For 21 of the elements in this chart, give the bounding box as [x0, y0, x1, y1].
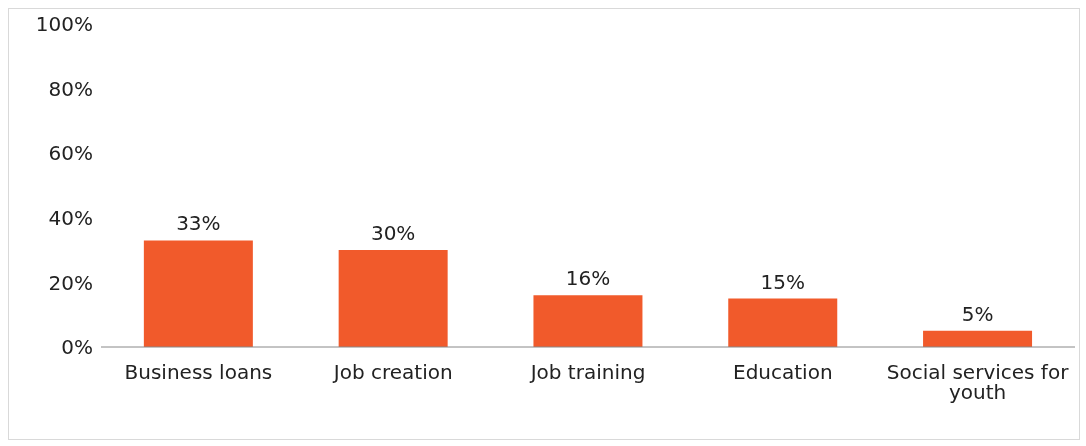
bar [923, 330, 1033, 347]
bar [143, 240, 253, 347]
data-label: 30% [370, 221, 416, 246]
y-tick-label: 0% [61, 335, 93, 360]
bar [533, 295, 643, 347]
data-label: 15% [760, 269, 805, 294]
x-tick-label: Business loans [124, 360, 273, 385]
y-tick-label: 80% [48, 76, 93, 101]
data-label: 16% [565, 266, 611, 291]
x-tick-label: Job training [528, 360, 646, 385]
x-tick-label: Job creation [331, 360, 453, 385]
data-label: 33% [176, 211, 221, 236]
y-tick-label: 60% [48, 141, 93, 166]
y-tick-label: 20% [48, 270, 93, 295]
x-tick-label: Social services for youth [886, 360, 1070, 405]
y-tick-label: 100% [35, 12, 93, 37]
bar [728, 298, 838, 347]
y-tick-label: 40% [48, 205, 93, 230]
x-tick-label: Education [733, 360, 833, 385]
data-label: 5% [961, 301, 994, 326]
bar [338, 250, 448, 347]
